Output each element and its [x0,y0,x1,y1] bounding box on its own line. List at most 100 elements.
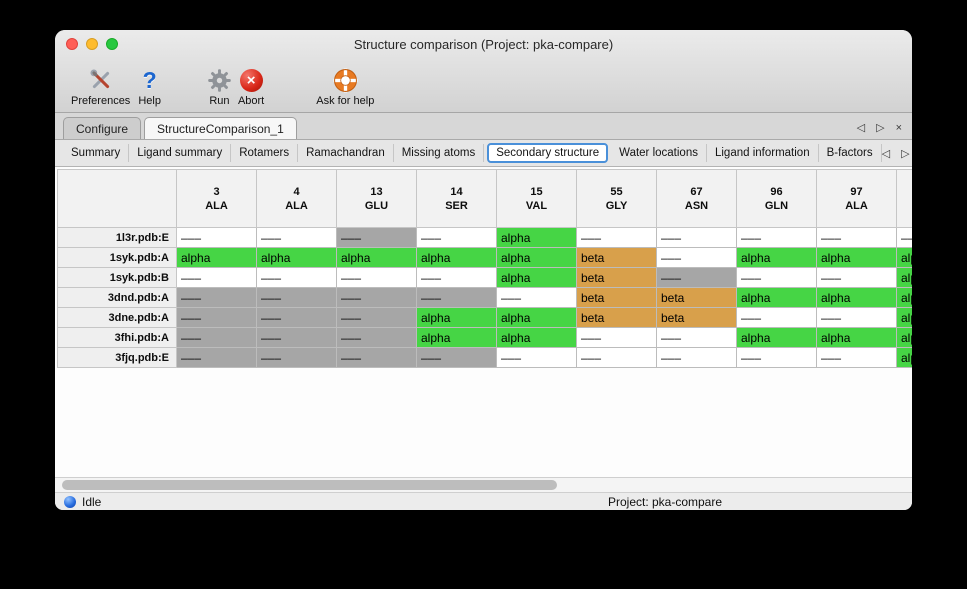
abort-button[interactable]: × Abort [238,66,264,107]
tab-structurecomparison-1[interactable]: StructureComparison_1 [144,117,297,139]
table-cell[interactable]: ––– [177,328,257,348]
table-cell[interactable]: beta [577,248,657,268]
table-cell[interactable]: alpha [897,268,912,288]
table-cell[interactable]: ––– [417,348,497,368]
subtab-summary[interactable]: Summary [63,144,130,162]
table-cell[interactable]: ––– [737,348,817,368]
table-cell[interactable]: ––– [337,308,417,328]
table-cell[interactable]: ––– [417,288,497,308]
table-cell[interactable]: beta [577,288,657,308]
subtab-ligand-summary[interactable]: Ligand summary [129,144,232,162]
table-cell[interactable]: ––– [817,308,897,328]
table-cell[interactable]: ––– [817,228,897,248]
table-cell[interactable]: ––– [257,348,337,368]
table-cell[interactable]: ––– [337,268,417,288]
table-cell[interactable]: ––– [177,268,257,288]
table-cell[interactable]: ––– [337,288,417,308]
table-cell[interactable]: alpha [417,308,497,328]
table-cell[interactable]: ––– [177,348,257,368]
subtab-secondary-structure[interactable]: Secondary structure [487,143,609,163]
tab-scroll-right-icon[interactable]: ▷ [876,122,885,134]
table-cell[interactable]: alpha [497,268,577,288]
row-label[interactable]: 3dne.pdb:A [58,308,177,328]
row-label[interactable]: 1l3r.pdb:E [58,228,177,248]
minimize-button[interactable] [86,38,98,50]
table-cell[interactable]: ––– [657,328,737,348]
table-cell[interactable]: ––– [817,348,897,368]
table-cell[interactable]: alpha [417,248,497,268]
ask-for-help-button[interactable]: Ask for help [316,66,374,107]
table-cell[interactable]: alpha [497,228,577,248]
scrollbar-thumb[interactable] [62,480,557,490]
table-cell[interactable]: ––– [257,268,337,288]
table-cell[interactable]: alpha [817,288,897,308]
table-cell[interactable]: ––– [177,308,257,328]
tab-configure[interactable]: Configure [63,117,142,139]
subtab-b-factors[interactable]: B-factors [819,144,882,162]
subtab-scroll-right-icon[interactable]: ▷ [901,147,910,160]
table-cell[interactable]: ––– [257,328,337,348]
table-cell[interactable]: ––– [257,228,337,248]
subtab-water-locations[interactable]: Water locations [611,144,707,162]
table-cell[interactable]: alpha [737,248,817,268]
row-label[interactable]: 3fhi.pdb:A [58,328,177,348]
close-button[interactable] [66,38,78,50]
table-cell[interactable]: alpha [897,308,912,328]
subtab-missing-atoms[interactable]: Missing atoms [394,144,485,162]
table-cell[interactable]: ––– [497,288,577,308]
row-label[interactable]: 3fjq.pdb:E [58,348,177,368]
table-cell[interactable]: alpha [337,248,417,268]
title-bar[interactable]: Structure comparison (Project: pka-compa… [55,30,912,58]
table-cell[interactable]: alpha [497,328,577,348]
table-cell[interactable]: ––– [177,288,257,308]
row-label[interactable]: 3dnd.pdb:A [58,288,177,308]
table-cell[interactable]: ––– [657,228,737,248]
table-cell[interactable]: ––– [897,228,912,248]
horizontal-scrollbar[interactable] [55,477,912,493]
preferences-button[interactable]: Preferences [71,66,130,107]
table-cell[interactable]: ––– [737,228,817,248]
table-cell[interactable]: ––– [737,308,817,328]
table-cell[interactable]: ––– [257,288,337,308]
table-cell[interactable]: ––– [257,308,337,328]
table-cell[interactable]: beta [577,268,657,288]
subtab-rotamers[interactable]: Rotamers [231,144,299,162]
help-button[interactable]: ? Help [138,66,161,107]
table-cell[interactable]: ––– [577,348,657,368]
row-label[interactable]: 1syk.pdb:B [58,268,177,288]
table-cell[interactable]: alpha [897,328,912,348]
table-cell[interactable]: ––– [817,268,897,288]
table-cell[interactable]: ––– [337,328,417,348]
table-cell[interactable]: ––– [577,328,657,348]
tab-close-icon[interactable]: × [895,121,902,134]
table-cell[interactable]: alpha [497,308,577,328]
table-cell[interactable]: alpha [737,288,817,308]
table-cell[interactable]: alpha [737,328,817,348]
table-cell[interactable]: beta [577,308,657,328]
tab-scroll-left-icon[interactable]: ◁ [856,122,866,134]
table-cell[interactable]: beta [657,288,737,308]
table-cell[interactable]: ––– [577,228,657,248]
table-cell[interactable]: alpha [897,288,912,308]
table-cell[interactable]: alpha [817,328,897,348]
table-cell[interactable]: ––– [337,348,417,368]
table-cell[interactable]: ––– [497,348,577,368]
row-label[interactable]: 1syk.pdb:A [58,248,177,268]
table-cell[interactable]: alpha [497,248,577,268]
table-cell[interactable]: ––– [657,348,737,368]
table-cell[interactable]: beta [657,308,737,328]
run-button[interactable]: Run [207,66,232,107]
subtab-ligand-information[interactable]: Ligand information [707,144,819,162]
table-cell[interactable]: ––– [417,268,497,288]
subtab-scroll-left-icon[interactable]: ◁ [881,147,891,160]
zoom-button[interactable] [106,38,118,50]
table-cell[interactable]: ––– [177,228,257,248]
table-cell[interactable]: alpha [417,328,497,348]
table-cell[interactable]: ––– [737,268,817,288]
table-cell[interactable]: alpha [817,248,897,268]
table-cell[interactable]: alpha [897,348,912,368]
subtab-ramachandran[interactable]: Ramachandran [298,144,394,162]
table-cell[interactable]: ––– [417,228,497,248]
table-cell[interactable]: alpha [177,248,257,268]
table-cell[interactable]: alpha [897,248,912,268]
